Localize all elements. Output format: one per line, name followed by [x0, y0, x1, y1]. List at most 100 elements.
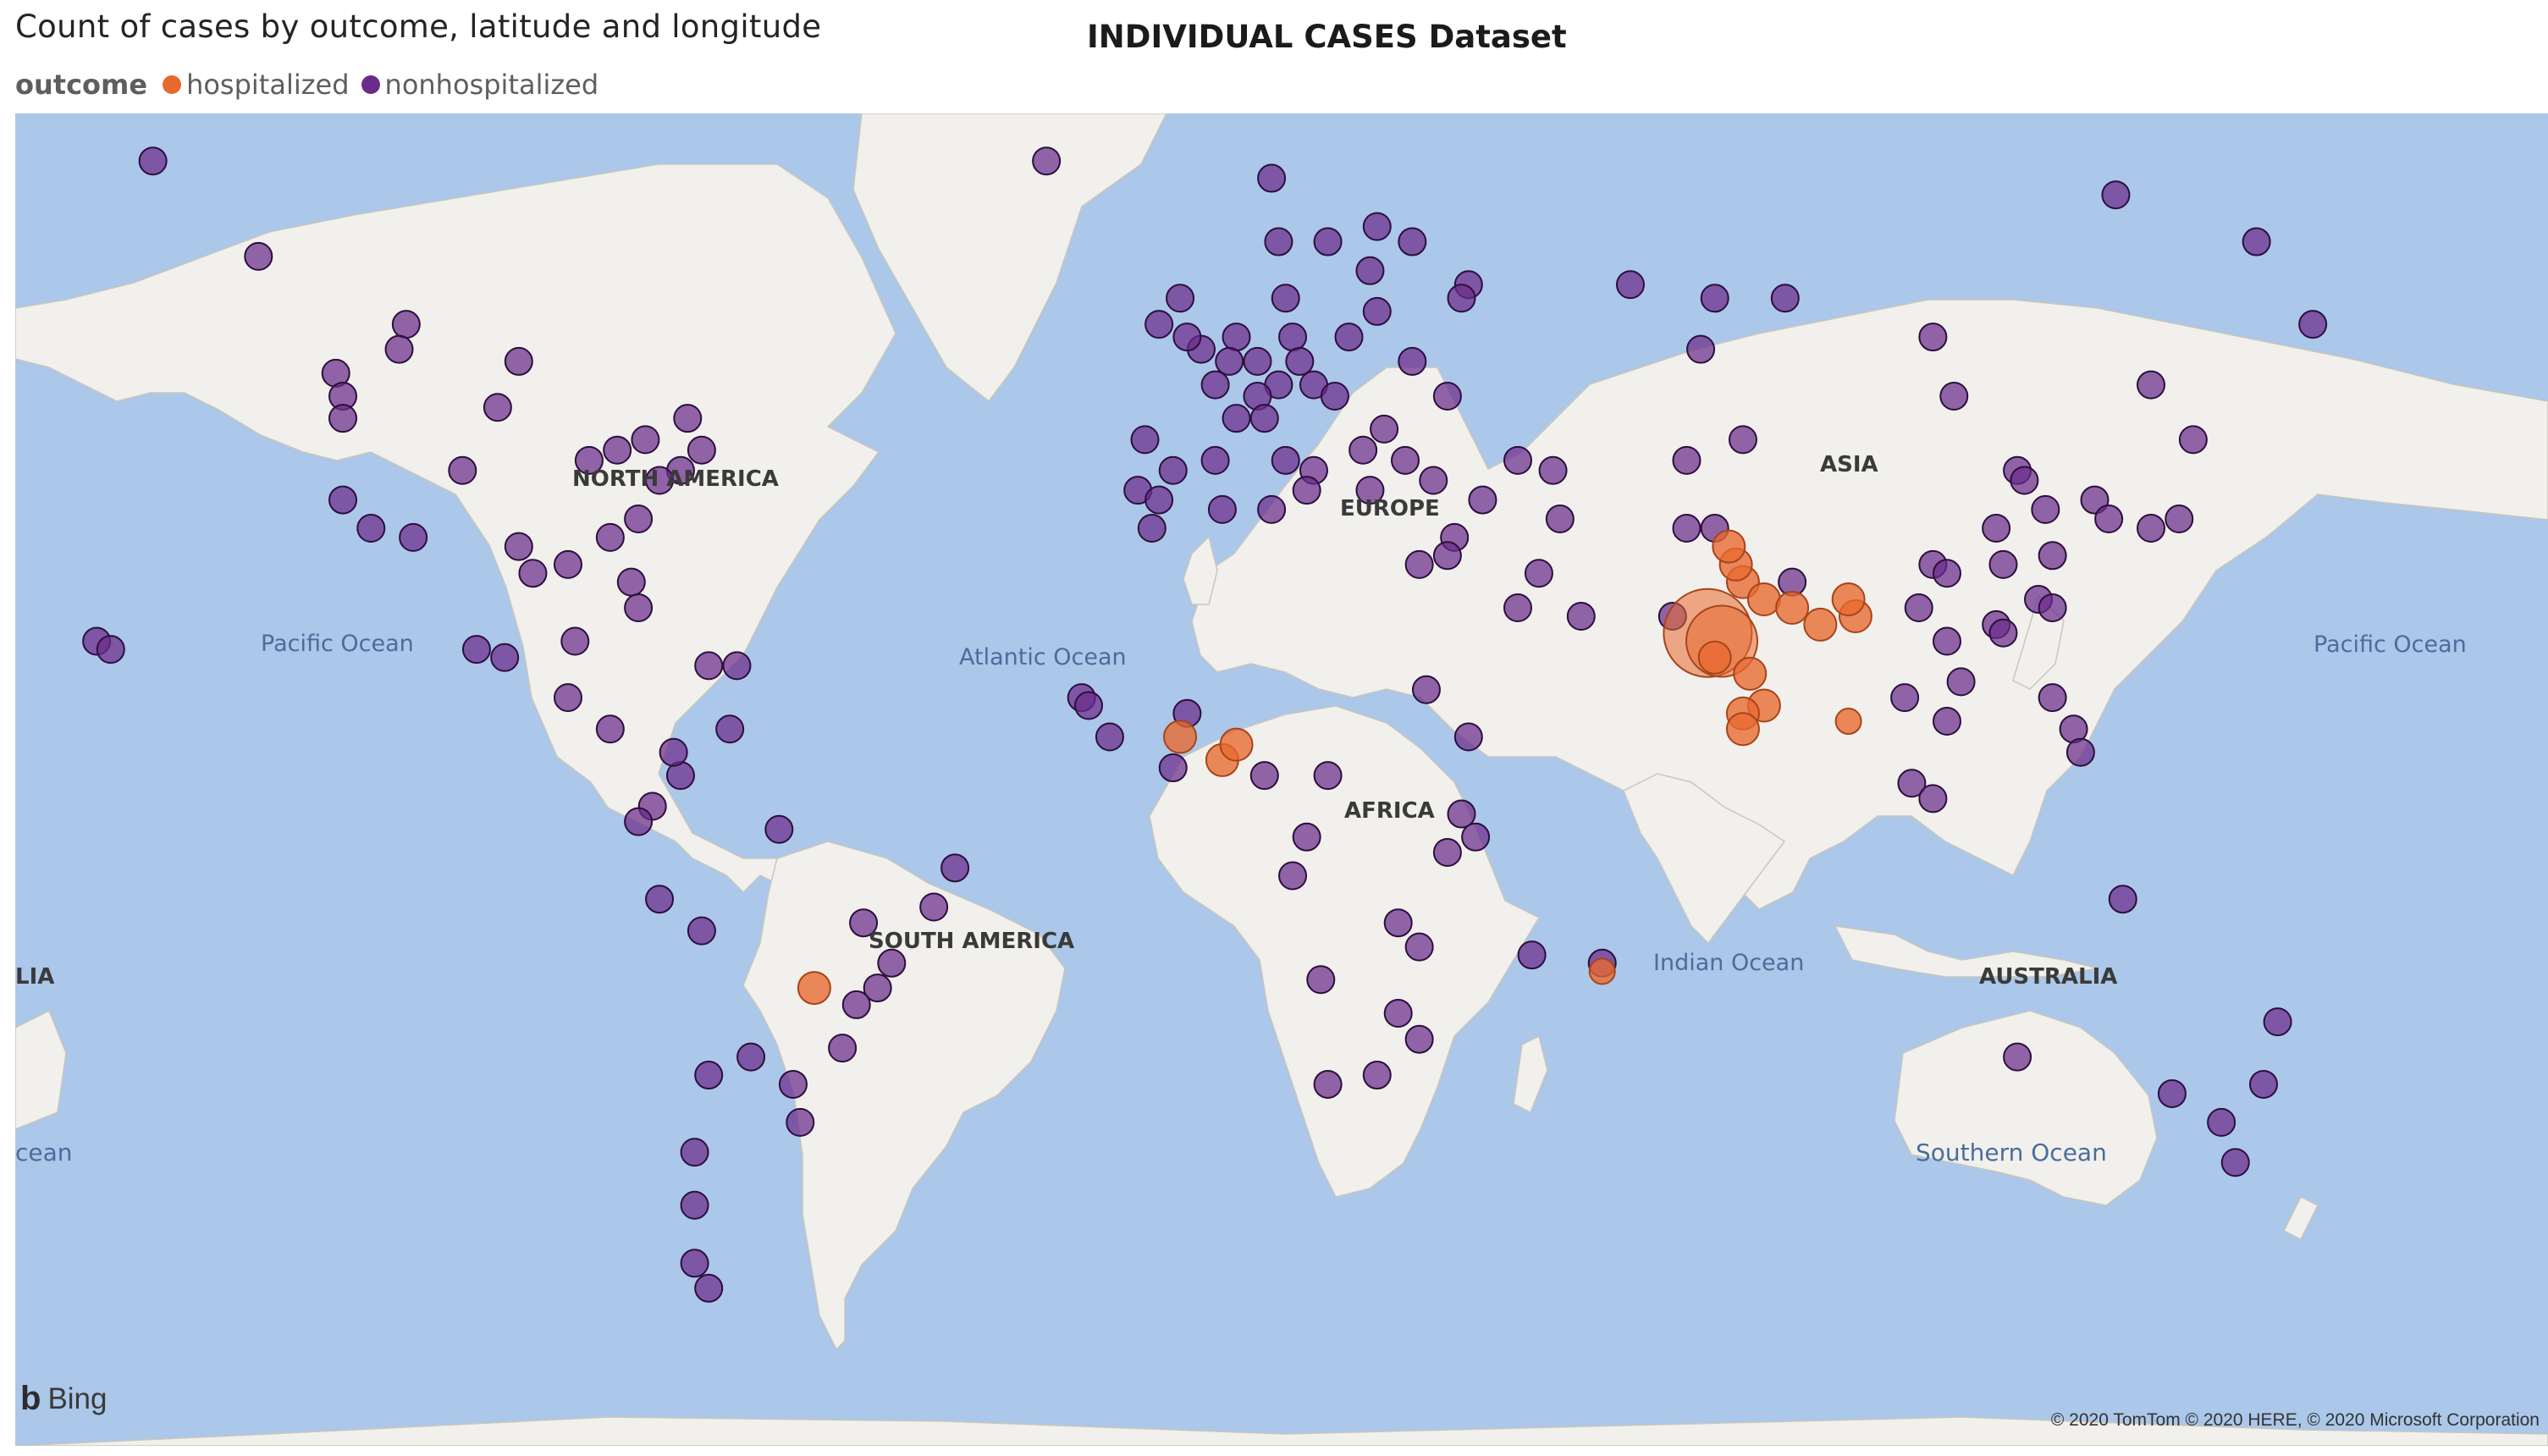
- nonhospitalized-marker[interactable]: [645, 466, 675, 495]
- nonhospitalized-marker[interactable]: [399, 522, 428, 552]
- legend-item-hospitalized[interactable]: hospitalized: [163, 69, 350, 101]
- nonhospitalized-marker[interactable]: [1362, 296, 1392, 326]
- nonhospitalized-marker[interactable]: [1897, 769, 1927, 798]
- nonhospitalized-marker[interactable]: [2207, 1107, 2236, 1137]
- nonhospitalized-marker[interactable]: [919, 892, 949, 922]
- nonhospitalized-marker[interactable]: [1939, 382, 1969, 411]
- nonhospitalized-marker[interactable]: [2010, 466, 2039, 495]
- hospitalized-marker[interactable]: [1697, 640, 1732, 675]
- nonhospitalized-marker[interactable]: [1461, 822, 1491, 852]
- nonhospitalized-marker[interactable]: [138, 146, 168, 176]
- nonhospitalized-marker[interactable]: [722, 651, 752, 681]
- nonhospitalized-marker[interactable]: [483, 393, 512, 422]
- nonhospitalized-marker[interactable]: [1207, 494, 1237, 524]
- nonhospitalized-marker[interactable]: [448, 455, 477, 485]
- nonhospitalized-marker[interactable]: [1383, 908, 1413, 938]
- nonhospitalized-marker[interactable]: [1404, 549, 1434, 579]
- nonhospitalized-marker[interactable]: [1411, 675, 1441, 704]
- nonhospitalized-marker[interactable]: [1095, 722, 1124, 752]
- nonhospitalized-marker[interactable]: [2003, 1042, 2032, 1072]
- nonhospitalized-marker[interactable]: [1348, 435, 1378, 465]
- nonhospitalized-marker[interactable]: [1988, 549, 2018, 579]
- nonhospitalized-marker[interactable]: [1257, 163, 1287, 193]
- nonhospitalized-marker[interactable]: [764, 814, 794, 844]
- nonhospitalized-marker[interactable]: [1524, 559, 1553, 588]
- legend-item-nonhospitalized[interactable]: nonhospitalized: [361, 69, 598, 101]
- nonhospitalized-marker[interactable]: [1243, 346, 1272, 376]
- nonhospitalized-marker[interactable]: [1278, 861, 1308, 891]
- nonhospitalized-marker[interactable]: [1144, 310, 1174, 339]
- nonhospitalized-marker[interactable]: [624, 505, 654, 534]
- nonhospitalized-marker[interactable]: [1320, 382, 1349, 411]
- nonhospitalized-marker[interactable]: [2157, 1078, 2187, 1108]
- nonhospitalized-marker[interactable]: [1362, 212, 1392, 241]
- nonhospitalized-marker[interactable]: [1362, 1061, 1392, 1090]
- nonhospitalized-marker[interactable]: [1700, 284, 1729, 313]
- nonhospitalized-marker[interactable]: [659, 737, 688, 767]
- hospitalized-marker[interactable]: [1746, 582, 1781, 616]
- nonhospitalized-marker[interactable]: [786, 1107, 815, 1137]
- nonhospitalized-marker[interactable]: [595, 714, 625, 744]
- nonhospitalized-marker[interactable]: [680, 1138, 709, 1167]
- nonhospitalized-marker[interactable]: [1770, 284, 1800, 313]
- nonhospitalized-marker[interactable]: [461, 635, 491, 665]
- nonhospitalized-marker[interactable]: [1988, 618, 2018, 648]
- nonhospitalized-marker[interactable]: [1946, 667, 1976, 697]
- nonhospitalized-marker[interactable]: [2178, 425, 2208, 455]
- nonhospitalized-marker[interactable]: [1932, 559, 1961, 588]
- nonhospitalized-marker[interactable]: [2094, 505, 2124, 534]
- nonhospitalized-marker[interactable]: [504, 532, 533, 561]
- nonhospitalized-marker[interactable]: [504, 346, 533, 376]
- nonhospitalized-marker[interactable]: [1032, 146, 1062, 176]
- nonhospitalized-marker[interactable]: [1137, 514, 1166, 543]
- nonhospitalized-marker[interactable]: [574, 445, 604, 475]
- nonhospitalized-marker[interactable]: [1370, 414, 1399, 444]
- nonhospitalized-marker[interactable]: [1383, 998, 1413, 1028]
- nonhospitalized-marker[interactable]: [1306, 965, 1336, 995]
- nonhospitalized-marker[interactable]: [1249, 404, 1279, 433]
- nonhospitalized-marker[interactable]: [694, 1061, 724, 1090]
- nonhospitalized-marker[interactable]: [1166, 284, 1195, 313]
- nonhospitalized-marker[interactable]: [1545, 505, 1575, 534]
- nonhospitalized-marker[interactable]: [1538, 455, 1568, 485]
- nonhospitalized-marker[interactable]: [554, 683, 582, 713]
- nonhospitalized-marker[interactable]: [391, 310, 421, 339]
- nonhospitalized-marker[interactable]: [1453, 722, 1483, 752]
- hospitalized-marker[interactable]: [1831, 582, 1866, 616]
- nonhospitalized-marker[interactable]: [2038, 541, 2067, 571]
- nonhospitalized-marker[interactable]: [2137, 370, 2165, 400]
- nonhospitalized-marker[interactable]: [1313, 1069, 1343, 1099]
- nonhospitalized-marker[interactable]: [841, 990, 871, 1019]
- nonhospitalized-marker[interactable]: [1313, 227, 1343, 256]
- hospitalized-marker[interactable]: [1834, 708, 1862, 736]
- nonhospitalized-marker[interactable]: [715, 714, 745, 744]
- nonhospitalized-marker[interactable]: [1285, 346, 1315, 376]
- nonhospitalized-marker[interactable]: [1264, 227, 1293, 256]
- hospitalized-marker[interactable]: [1712, 529, 1746, 564]
- nonhospitalized-marker[interactable]: [1932, 707, 1961, 736]
- nonhospitalized-marker[interactable]: [2137, 514, 2165, 543]
- nonhospitalized-marker[interactable]: [2101, 180, 2131, 210]
- nonhospitalized-marker[interactable]: [1074, 691, 1104, 720]
- nonhospitalized-marker[interactable]: [1200, 445, 1230, 475]
- nonhospitalized-marker[interactable]: [1432, 382, 1462, 411]
- nonhospitalized-marker[interactable]: [849, 908, 879, 938]
- nonhospitalized-marker[interactable]: [1890, 683, 1920, 713]
- nonhospitalized-marker[interactable]: [1158, 753, 1188, 783]
- nonhospitalized-marker[interactable]: [603, 435, 632, 465]
- nonhospitalized-marker[interactable]: [1391, 445, 1420, 475]
- nonhospitalized-marker[interactable]: [1672, 514, 1701, 543]
- nonhospitalized-marker[interactable]: [2298, 310, 2328, 339]
- nonhospitalized-marker[interactable]: [687, 916, 716, 946]
- nonhospitalized-marker[interactable]: [1200, 370, 1230, 400]
- nonhospitalized-marker[interactable]: [631, 425, 660, 455]
- nonhospitalized-marker[interactable]: [384, 334, 414, 364]
- hospitalized-marker[interactable]: [1725, 712, 1760, 747]
- nonhospitalized-marker[interactable]: [1432, 838, 1462, 868]
- map-svg[interactable]: NORTH AMERICA EUROPE ASIA AFRICA SOUTH A…: [15, 113, 2548, 1446]
- nonhospitalized-marker[interactable]: [828, 1034, 858, 1063]
- nonhospitalized-marker[interactable]: [1292, 822, 1321, 852]
- nonhospitalized-marker[interactable]: [2248, 1069, 2278, 1099]
- nonhospitalized-marker[interactable]: [1355, 476, 1385, 505]
- nonhospitalized-marker[interactable]: [1447, 284, 1476, 313]
